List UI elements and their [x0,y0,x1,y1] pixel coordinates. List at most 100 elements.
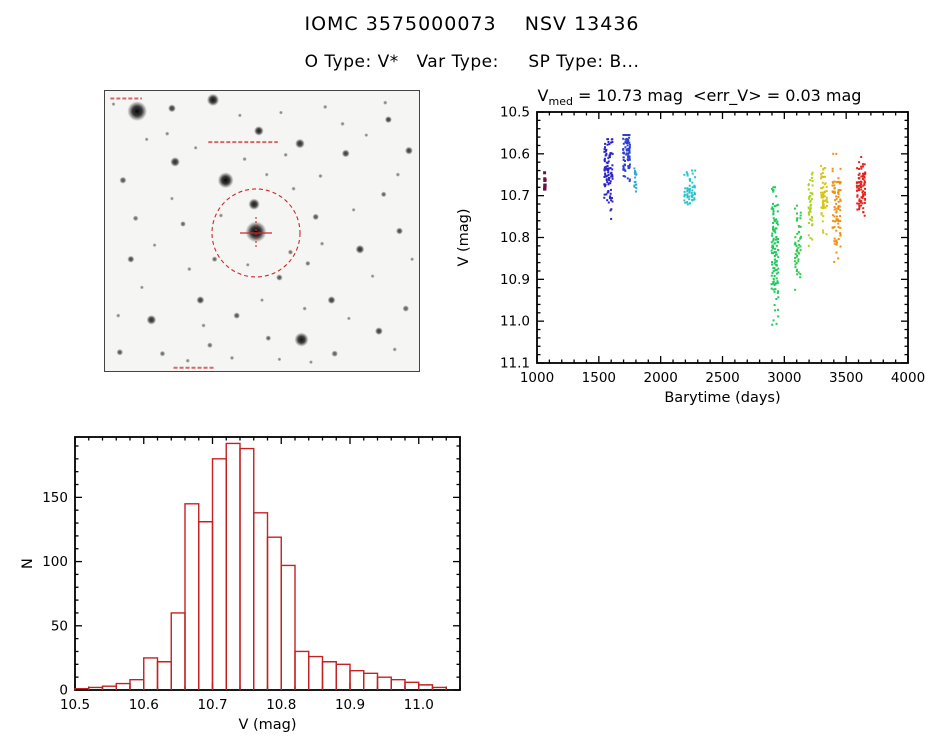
data-point [628,136,631,139]
data-point [796,232,799,235]
histogram-bar [376,676,392,690]
data-point [605,148,608,151]
data-point [861,177,864,180]
data-point [628,164,631,167]
star [146,314,157,325]
data-point [609,182,612,185]
data-point [823,175,826,178]
data-point [835,239,838,242]
data-point [624,175,627,178]
star [265,335,272,342]
data-point [809,200,812,203]
data-point [628,149,631,152]
data-point [622,142,625,145]
data-point [605,193,608,196]
data-point [693,193,696,196]
star [309,360,313,365]
data-point [608,176,611,179]
data-point [686,203,689,206]
histogram-bar [308,655,324,690]
data-point [834,220,837,223]
data-point [634,190,637,193]
star [384,116,392,124]
data-point [625,134,628,137]
data-point [795,219,798,222]
data-point [833,240,836,243]
data-point [628,163,631,166]
y-tick-label: 0 [59,683,68,699]
data-point [825,190,828,193]
data-point [860,196,863,199]
data-point [862,211,865,214]
data-point [773,304,776,307]
data-point [862,193,865,196]
data-point [773,254,776,257]
data-point [624,164,627,167]
data-point [775,272,778,275]
data-point [796,212,799,215]
data-point [833,184,836,187]
data-point [838,181,841,184]
data-point [772,221,775,224]
data-point [862,172,865,175]
star [346,316,351,321]
star [355,244,365,254]
x-tick-label: 1000 [520,370,554,386]
data-point [820,206,823,209]
axis-box [536,111,909,364]
data-point [795,262,798,265]
data-point [688,178,691,181]
data-point [604,142,607,145]
data-point [628,143,631,146]
star [165,131,170,136]
data-point [690,191,693,194]
data-point [858,208,861,211]
data-point [773,228,776,231]
page-subtitle: O Type: V* Var Type: SP Type: B... [304,52,640,72]
data-point [820,164,823,167]
data-point [604,175,607,178]
data-point [610,175,613,178]
data-point [609,172,612,175]
data-point [861,191,864,194]
data-point [860,204,863,207]
data-point [626,142,629,145]
data-point [824,167,827,170]
data-point [606,199,609,202]
data-point [837,177,840,180]
data-point [683,173,686,176]
data-point [824,199,827,202]
data-point [837,238,840,241]
data-point [821,203,824,206]
data-point [622,147,625,150]
y-tick-label: 10.9 [500,272,530,288]
data-point [608,143,611,146]
data-point [772,202,775,205]
data-point [772,208,775,211]
data-point [627,152,630,155]
data-point [860,156,863,159]
star [152,243,157,248]
star [167,104,176,113]
star [374,327,383,336]
star [312,213,320,221]
data-point [775,264,778,267]
data-point [622,156,625,159]
x-axis-label: V (mag) [238,717,296,733]
data-point [837,219,840,222]
data-point [628,178,631,181]
data-point [858,177,861,180]
data-point [686,201,689,204]
data-point [775,253,778,256]
data-point [833,260,836,263]
data-point [609,180,612,183]
data-point [686,193,689,196]
data-point [627,154,630,157]
data-point [833,237,836,240]
data-point [833,215,836,218]
data-point [825,233,828,236]
data-point [831,181,834,184]
data-point [856,194,859,197]
data-point [838,182,841,185]
data-point [609,209,612,212]
